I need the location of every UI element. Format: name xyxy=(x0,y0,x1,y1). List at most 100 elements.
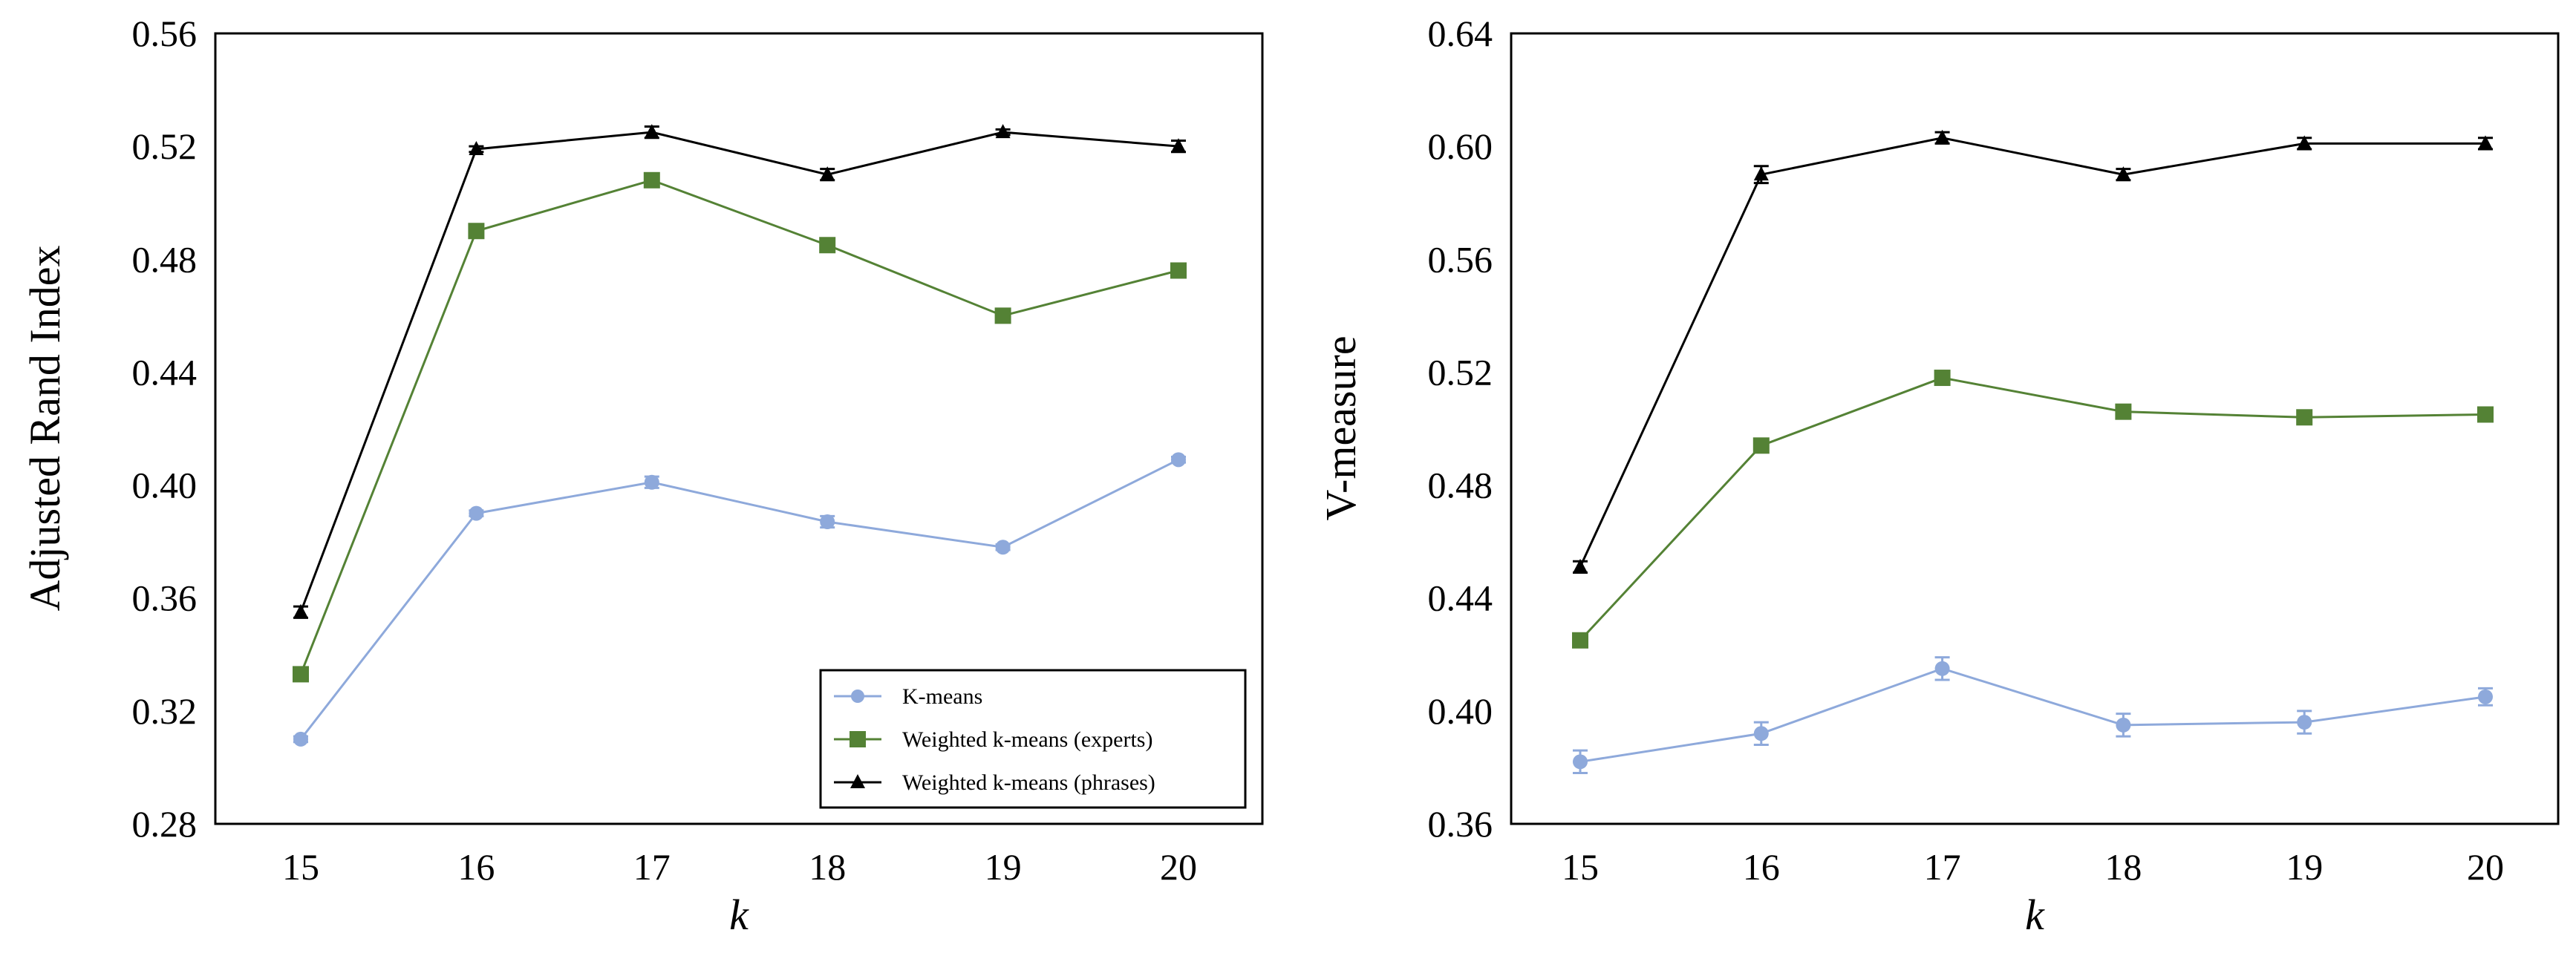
data-point xyxy=(820,514,835,530)
data-point xyxy=(1752,437,1770,454)
series-line xyxy=(299,458,1179,740)
series-line xyxy=(1579,376,2486,641)
data-point xyxy=(293,603,308,618)
data-point xyxy=(1934,129,1950,144)
data-point xyxy=(293,731,308,747)
x-tick-label: 15 xyxy=(1562,846,1599,888)
data-point xyxy=(820,166,835,181)
data-point xyxy=(995,124,1011,139)
series-line xyxy=(299,179,1179,675)
y-tick-label: 0.44 xyxy=(1428,577,1493,619)
y-tick-label: 0.28 xyxy=(132,803,198,845)
series-layer xyxy=(1572,129,2494,775)
x-tick-label: 17 xyxy=(1924,846,1961,888)
legend-item: K-means xyxy=(834,684,982,709)
y-axis-title: V-measure xyxy=(1317,335,1365,520)
y-tick-label: 0.40 xyxy=(132,465,198,506)
legend-box xyxy=(819,669,1247,809)
series-layer xyxy=(293,124,1187,747)
data-point xyxy=(1934,370,1951,387)
data-point xyxy=(2478,135,2493,150)
y-tick-labels: 0.36 0.40 0.44 0.48 0.52 0.56 0.60 0.64 xyxy=(1428,13,1493,845)
data-point xyxy=(644,474,659,490)
series-line xyxy=(1579,137,2485,568)
series-square xyxy=(1572,370,2494,649)
x-tick-label: 18 xyxy=(809,846,846,888)
y-tick-label: 0.32 xyxy=(132,690,198,732)
y-tick-label: 0.48 xyxy=(1428,465,1493,506)
x-tick-label: 20 xyxy=(2467,846,2504,888)
x-tick-label: 20 xyxy=(1160,846,1197,888)
y-tick-label: 0.48 xyxy=(132,238,198,280)
legend-item: Weighted k-means (experts) xyxy=(834,727,1152,752)
x-tick-label: 15 xyxy=(282,846,319,888)
data-point xyxy=(995,540,1011,555)
x-tick-label: 17 xyxy=(633,846,671,888)
x-tick-label: 18 xyxy=(2104,846,2142,888)
y-tick-label: 0.52 xyxy=(132,125,198,167)
legend-label: Weighted k-means (phrases) xyxy=(902,770,1155,795)
y-tick-label: 0.44 xyxy=(132,351,198,393)
data-point xyxy=(2297,715,2312,730)
series-square xyxy=(293,171,1187,683)
data-point xyxy=(1171,138,1186,153)
data-point xyxy=(1171,452,1186,468)
data-point xyxy=(1934,661,1950,676)
legend-label: Weighted k-means (experts) xyxy=(902,727,1152,752)
x-axis-title: k xyxy=(2025,891,2045,939)
legend-item: Weighted k-means (phrases) xyxy=(834,770,1155,795)
data-point xyxy=(468,223,485,240)
y-axis-title: Adjusted Rand Index xyxy=(21,246,69,612)
y-tick-label: 0.56 xyxy=(1428,238,1493,280)
y-tick-label: 0.52 xyxy=(1428,351,1493,393)
data-point xyxy=(293,666,309,683)
legend-marker xyxy=(851,690,864,703)
data-point xyxy=(2297,135,2312,150)
data-point xyxy=(2116,717,2131,733)
y-tick-label: 0.56 xyxy=(132,13,198,54)
y-tick-label: 0.36 xyxy=(1428,803,1493,845)
chart-v-measure: 0.360.400.440.480.520.560.600.64 15 16 17 1… xyxy=(1317,13,2560,939)
x-tick-label: 19 xyxy=(985,846,1022,888)
legend: K-means Weighted k-means (experts) Weighte… xyxy=(819,669,1247,809)
data-point xyxy=(1753,166,1769,181)
chart-adjusted-rand-index: 0.280.320.360.400.440.480.520.56 15 16 17 1… xyxy=(21,13,1264,939)
x-tick-label: 16 xyxy=(457,846,495,888)
data-point xyxy=(1753,726,1769,741)
legend-marker xyxy=(850,774,865,788)
y-tick-labels: 0.28 0.32 0.36 0.40 0.44 0.48 0.52 0.56 xyxy=(132,13,198,845)
series-line xyxy=(299,131,1179,613)
x-tick-labels: 15 16 17 18 19 20 xyxy=(1562,846,2504,888)
data-point xyxy=(1572,632,1588,649)
x-axis-title: k xyxy=(729,891,749,939)
x-tick-label: 19 xyxy=(2286,846,2323,888)
series-triangle xyxy=(293,124,1186,619)
legend-marker xyxy=(850,731,866,747)
data-point xyxy=(469,505,484,521)
data-point xyxy=(819,237,836,254)
data-point xyxy=(1573,754,1588,770)
series-circle xyxy=(1573,656,2493,775)
data-point xyxy=(643,171,660,189)
legend-label: K-means xyxy=(902,684,982,709)
series-line xyxy=(1579,667,2486,763)
data-point xyxy=(644,124,659,139)
x-tick-labels: 15 16 17 18 19 20 xyxy=(282,846,1197,888)
data-point xyxy=(2116,166,2131,181)
series-triangle xyxy=(1573,129,2493,574)
data-point xyxy=(2477,406,2494,423)
plot-frame xyxy=(1510,32,2560,825)
y-tick-label: 0.40 xyxy=(1428,690,1493,732)
data-point xyxy=(2115,403,2132,420)
y-tick-label: 0.36 xyxy=(132,577,198,619)
data-point xyxy=(994,307,1011,324)
data-point xyxy=(1170,262,1187,279)
data-point xyxy=(1573,558,1588,573)
x-tick-label: 16 xyxy=(1743,846,1780,888)
data-point xyxy=(2296,409,2313,426)
y-tick-label: 0.64 xyxy=(1428,13,1493,54)
data-point xyxy=(469,140,484,155)
series-circle xyxy=(293,452,1186,747)
